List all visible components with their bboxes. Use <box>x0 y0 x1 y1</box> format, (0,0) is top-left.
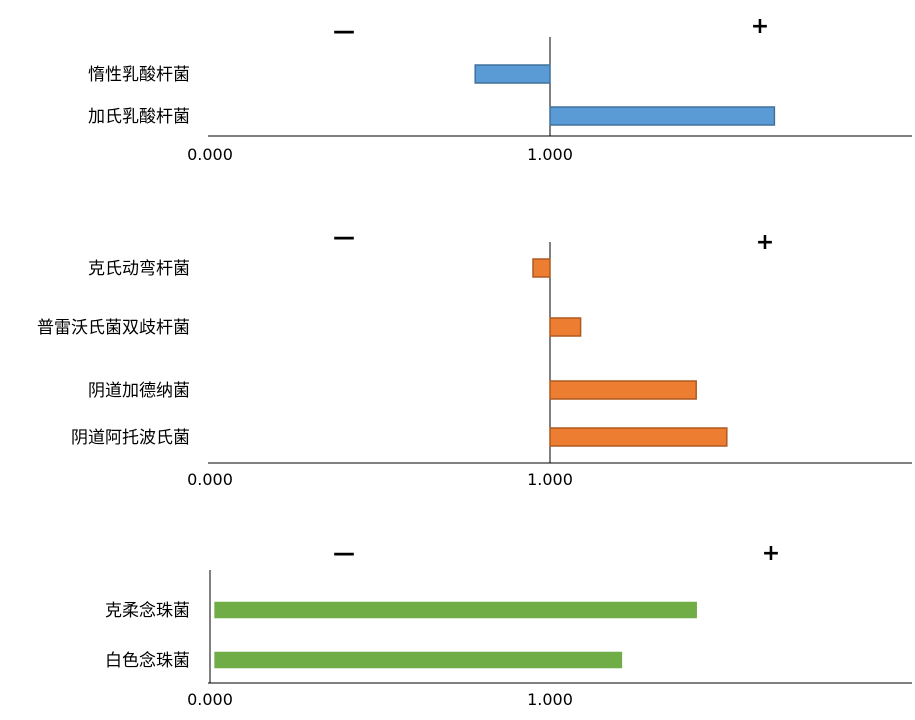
panel-1-bar <box>549 106 776 126</box>
panel-2-bar <box>549 317 582 337</box>
panel-2-tick-label: 1.000 <box>527 470 573 489</box>
panel-1-minus-sign: — <box>333 19 355 44</box>
panel-1-category-label: 加氏乳酸杆菌 <box>88 107 190 127</box>
panel-1-bar <box>474 64 551 84</box>
panel-3-category-label: 克柔念珠菌 <box>105 600 190 621</box>
panel-2-bar <box>532 258 551 278</box>
panel-3-plus-sign: + <box>762 541 780 566</box>
panel-2-plus-sign: + <box>756 230 774 255</box>
panel-2-bar <box>549 380 697 400</box>
panel-1-plus-sign: + <box>751 14 769 39</box>
panel-1-tick-label: 0.000 <box>187 145 233 164</box>
panel-2-tick-label: 0.000 <box>187 470 233 489</box>
panel-3-bar <box>214 601 697 619</box>
panel-2-category-label: 普雷沃氏菌双歧杆菌 <box>37 318 190 338</box>
panel-3-tick-label: 0.000 <box>187 690 233 709</box>
panel-3-category-label: 白色念珠菌 <box>105 650 190 671</box>
panel-2-bar <box>549 427 728 447</box>
panel-3-minus-sign: — <box>333 541 355 566</box>
panel-2-minus-sign: — <box>333 225 355 250</box>
panel-2-category-label: 阴道阿托波氏菌 <box>71 428 190 448</box>
panel-3-bar <box>214 651 623 669</box>
panel-3-tick-label: 1.000 <box>527 690 573 709</box>
panel-2-category-label: 阴道加德纳菌 <box>88 381 190 401</box>
panel-1-tick-label: 1.000 <box>527 145 573 164</box>
panel-1-category-label: 惰性乳酸杆菌 <box>88 65 190 85</box>
panel-2-category-label: 克氏动弯杆菌 <box>88 259 190 279</box>
